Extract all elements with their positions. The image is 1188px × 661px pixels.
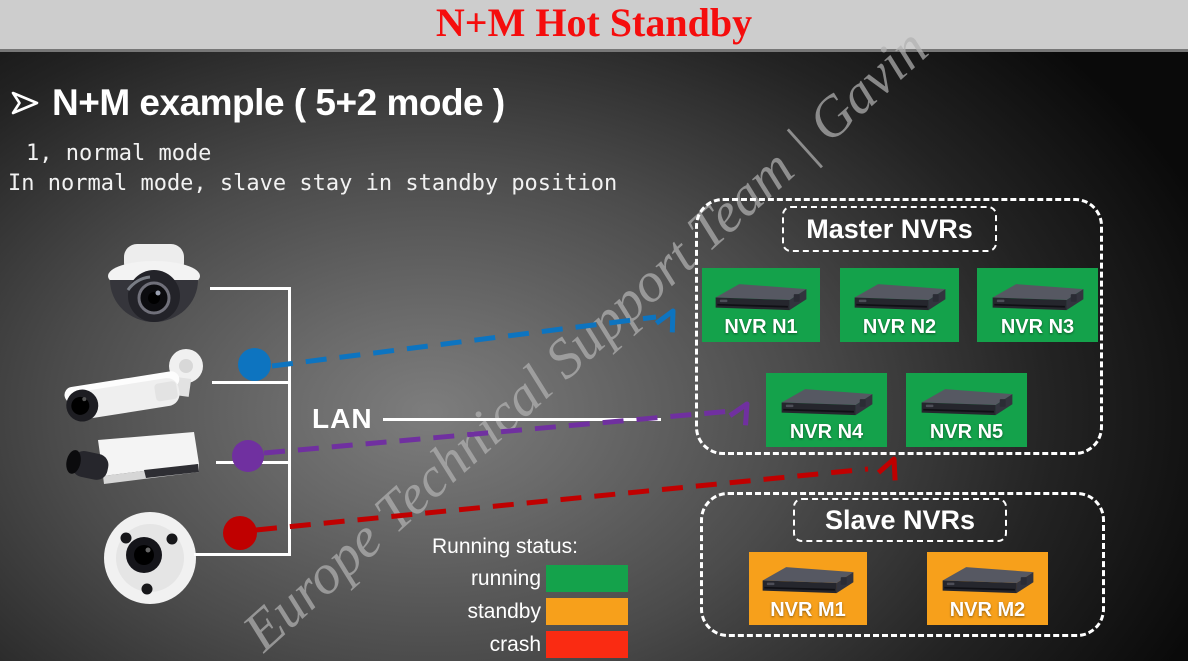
nvr-item: NVR M2	[927, 552, 1048, 625]
fisheye-camera-image	[104, 512, 196, 604]
legend-label: standby	[467, 600, 541, 623]
nvr-item-label: NVR M2	[949, 599, 1026, 621]
note-line-2: In normal mode, slave stay in standby po…	[8, 171, 618, 196]
nvr-device-image	[755, 557, 861, 599]
section-heading: N+M example ( 5+2 mode )	[10, 82, 505, 124]
nvr-item: NVR N4	[766, 373, 887, 447]
nvr-device-image	[985, 274, 1091, 316]
camera-trunk-line	[288, 287, 291, 556]
master-nvrs-group: Master NVRs NVR N1 NVR N2 NVR N3 NVR N4 …	[695, 198, 1103, 455]
nvr-item-label: NVR N1	[724, 316, 798, 338]
slide-title: N+M Hot Standby	[435, 0, 753, 45]
lan-line	[383, 418, 661, 421]
note-line-1: 1, normal mode	[26, 141, 212, 166]
nvr-device-image	[708, 274, 814, 316]
legend-title: Running status:	[432, 535, 578, 558]
camera-connector-line	[212, 381, 290, 384]
slave-nvrs-title: Slave NVRs	[824, 504, 976, 535]
nvr-device-image	[847, 274, 953, 316]
nvr-item-label: NVR M1	[770, 599, 846, 621]
blue-camera-dot	[238, 348, 271, 381]
nvr-item-label: NVR N5	[929, 421, 1004, 443]
lan-label: LAN	[312, 403, 373, 434]
legend-label: running	[470, 567, 541, 590]
red-camera-dot	[223, 516, 257, 550]
nvr-device-image	[935, 557, 1041, 599]
legend-swatch-running	[546, 565, 628, 592]
master-nvrs-group-label: Master NVRs	[782, 206, 997, 252]
nvr-item: NVR M1	[749, 552, 867, 625]
slave-nvrs-group: Slave NVRs NVR M1 NVR M2	[700, 492, 1105, 637]
title-bar: N+M Hot Standby	[0, 0, 1188, 52]
dome-camera-image	[108, 244, 200, 322]
master-nvrs-title: Master NVRs	[806, 213, 973, 244]
nvr-item-label: NVR N2	[862, 316, 937, 338]
legend-row: standby	[420, 595, 628, 628]
nvr-device-image	[914, 379, 1020, 421]
purple-camera-dot	[232, 440, 264, 472]
box-camera-image	[66, 432, 199, 484]
nvr-item: NVR N5	[906, 373, 1027, 447]
nvr-item: NVR N1	[702, 268, 820, 342]
nvr-item: NVR N2	[840, 268, 959, 342]
nvr-item-label: NVR N4	[789, 421, 864, 443]
legend-label: crash	[489, 633, 541, 656]
legend-swatch-standby	[546, 598, 628, 625]
legend-row: running	[420, 562, 628, 595]
camera-connector-line	[194, 553, 290, 556]
legend: Running status: running standby crash	[420, 534, 628, 661]
legend-swatch-crash	[546, 631, 628, 658]
legend-row: crash	[420, 628, 628, 661]
section-heading-text: N+M example ( 5+2 mode )	[52, 82, 505, 123]
camera-connector-line	[210, 287, 290, 290]
arrow-bullet-icon	[11, 91, 39, 115]
nvr-device-image	[774, 379, 880, 421]
bullet-camera-image	[64, 349, 203, 422]
nvr-item-label: NVR N3	[1000, 316, 1075, 338]
nvr-item: NVR N3	[977, 268, 1098, 342]
slave-nvrs-group-label: Slave NVRs	[793, 498, 1007, 542]
